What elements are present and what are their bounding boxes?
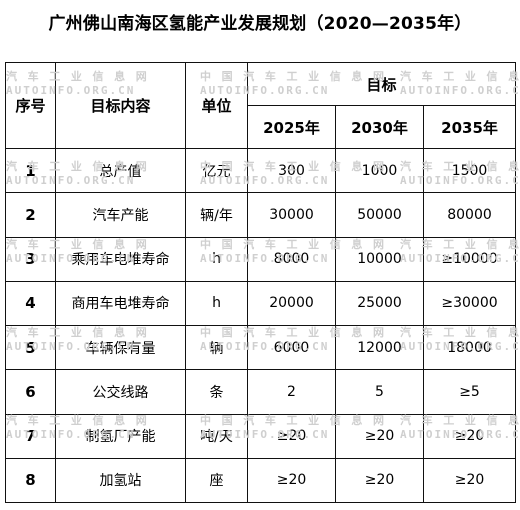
table-row: 3 乘用车电堆寿命 h 8000 10000 ≥10000 xyxy=(5,236,517,282)
row-value-2025: 6000 xyxy=(247,324,336,371)
row-value-2025: ≥20 xyxy=(247,457,336,504)
row-value-2035: ≥20 xyxy=(422,457,517,504)
row-content: 车辆保有量 xyxy=(55,324,186,371)
header-content: 目标内容 xyxy=(55,62,186,149)
header-year-2025: 2025年 xyxy=(247,105,336,149)
row-value-2025: 2 xyxy=(247,369,336,415)
table-row: 5 车辆保有量 辆 6000 12000 18000 xyxy=(5,324,517,371)
row-unit: 辆/年 xyxy=(185,192,248,238)
row-content: 制氢厂产能 xyxy=(55,413,186,459)
page-title: 广州佛山南海区氢能产业发展规划（2020—2035年） xyxy=(48,14,472,34)
row-index: 4 xyxy=(5,280,56,327)
row-index: 7 xyxy=(5,413,56,459)
table-row: 6 公交线路 条 2 5 ≥5 xyxy=(5,369,517,415)
row-index: 3 xyxy=(5,236,56,282)
header-target: 目标 xyxy=(246,62,517,106)
table-row: 2 汽车产能 辆/年 30000 50000 80000 xyxy=(5,192,517,238)
row-value-2035: ≥30000 xyxy=(422,280,517,327)
row-value-2030: ≥20 xyxy=(335,457,424,504)
row-unit: 吨/天 xyxy=(185,413,248,459)
row-content: 商用车电堆寿命 xyxy=(55,280,186,327)
row-unit: 座 xyxy=(185,457,248,504)
table-header-row: 序号 目标内容 单位 目标 xyxy=(5,62,517,149)
row-value-2035: ≥10000 xyxy=(422,236,517,282)
row-index: 2 xyxy=(5,192,56,238)
row-unit: h xyxy=(185,280,248,327)
row-content: 公交线路 xyxy=(55,369,186,415)
row-unit: 条 xyxy=(185,369,248,415)
row-value-2025: 8000 xyxy=(247,236,336,282)
row-content: 总产值 xyxy=(55,147,186,194)
row-index: 1 xyxy=(5,147,56,194)
row-value-2030: 10000 xyxy=(335,236,424,282)
row-index: 5 xyxy=(5,324,56,371)
header-unit: 单位 xyxy=(185,62,248,149)
row-value-2035: 1500 xyxy=(422,147,517,194)
table-row: 1 总产值 亿元 300 1000 1500 xyxy=(5,147,517,194)
header-year-2035: 2035年 xyxy=(422,105,517,149)
row-value-2030: 12000 xyxy=(335,324,424,371)
table-row: 7 制氢厂产能 吨/天 ≥20 ≥20 ≥20 xyxy=(5,413,517,459)
table-row: 4 商用车电堆寿命 h 20000 25000 ≥30000 xyxy=(5,280,517,327)
table-year-row: 2025年 2030年 2035年 xyxy=(6,105,517,149)
header-year-2030: 2030年 xyxy=(335,105,424,149)
row-value-2025: 20000 xyxy=(247,280,336,327)
row-index: 6 xyxy=(5,369,56,415)
row-unit: 亿元 xyxy=(185,147,248,194)
row-value-2035: 80000 xyxy=(422,192,517,238)
row-unit: h xyxy=(185,236,248,282)
row-value-2030: ≥20 xyxy=(335,413,424,459)
row-content: 汽车产能 xyxy=(55,192,186,238)
row-content: 加氢站 xyxy=(55,457,186,504)
row-content: 乘用车电堆寿命 xyxy=(55,236,186,282)
row-value-2025: 300 xyxy=(247,147,336,194)
row-unit: 辆 xyxy=(185,324,248,371)
row-value-2035: ≥20 xyxy=(422,413,517,459)
header-index: 序号 xyxy=(5,62,56,149)
row-value-2030: 5 xyxy=(335,369,424,415)
row-value-2030: 1000 xyxy=(335,147,424,194)
table-row: 8 加氢站 座 ≥20 ≥20 ≥20 xyxy=(5,457,517,504)
row-index: 8 xyxy=(5,457,56,504)
hydrogen-plan-table: 序号 目标内容 单位 目标 2025年 2030年 2035年 1 总产值 亿元… xyxy=(5,62,517,504)
row-value-2030: 50000 xyxy=(335,192,424,238)
row-value-2035: 18000 xyxy=(422,324,517,371)
row-value-2035: ≥5 xyxy=(422,369,517,415)
row-value-2025: 30000 xyxy=(247,192,336,238)
row-value-2030: 25000 xyxy=(335,280,424,327)
row-value-2025: ≥20 xyxy=(247,413,336,459)
